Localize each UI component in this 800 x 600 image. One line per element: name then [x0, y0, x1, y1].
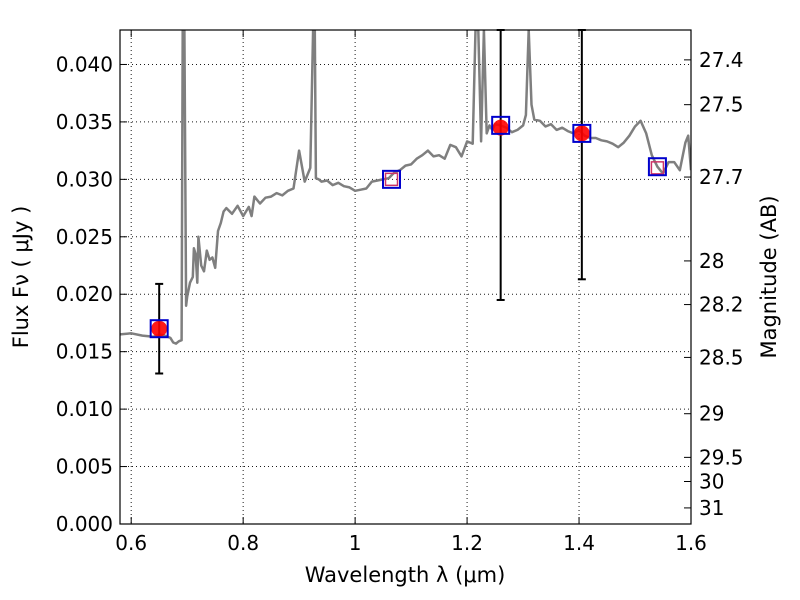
- y-tick-label-5: 0.025: [56, 225, 113, 249]
- x-tick-label-4: 1.4: [563, 531, 595, 555]
- mag-tick-label-0: 27.4: [699, 48, 744, 72]
- x-axis-title: Wavelength λ (μm): [305, 563, 506, 587]
- mag-tick-label-7: 29.5: [699, 445, 744, 469]
- y-tick-label-3: 0.015: [56, 340, 113, 364]
- mag-tick-label-5: 28.5: [699, 345, 744, 369]
- markers-group: [149, 29, 667, 375]
- mag-tick-label-2: 27.7: [699, 165, 744, 189]
- observed-point-1: [492, 119, 509, 136]
- mag-tick-label-6: 29: [699, 402, 724, 426]
- mag-tick-label-4: 28.2: [699, 293, 744, 317]
- observed-point-0: [151, 320, 168, 337]
- model-point-2: [491, 115, 511, 135]
- y-tick-label-4: 0.020: [56, 282, 113, 306]
- x-tick-label-2: 1: [349, 531, 362, 555]
- y-tick-label-0: 0.000: [56, 512, 113, 536]
- y-tick-label-8: 0.040: [56, 52, 113, 76]
- open-point-0: [384, 172, 399, 187]
- x-tick-label-3: 1.2: [451, 531, 483, 555]
- mag-tick-label-3: 28: [699, 249, 724, 273]
- y-axis-right-title: Magnitude (AB): [757, 195, 781, 358]
- y-tick-label-7: 0.035: [56, 110, 113, 134]
- open-point-1: [650, 161, 665, 175]
- x-tick-label-5: 1.6: [675, 531, 707, 555]
- y-tick-label-2: 0.010: [56, 397, 113, 421]
- model-point-1: [382, 169, 402, 189]
- mag-tick-label-9: 31: [699, 496, 724, 520]
- y-tick-label-1: 0.005: [56, 455, 113, 479]
- observed-point-2: [573, 125, 590, 142]
- y-axis-title: Flux Fν ( μJy ): [9, 206, 33, 349]
- mag-tick-label-8: 30: [699, 469, 724, 493]
- mag-tick-label-1: 27.5: [699, 93, 744, 117]
- y-tick-label-6: 0.030: [56, 167, 113, 191]
- ticks-group: [120, 30, 692, 525]
- plot-frame: [119, 29, 692, 525]
- x-tick-label-1: 0.8: [227, 531, 259, 555]
- x-tick-label-0: 0.6: [115, 531, 147, 555]
- model-point-0: [149, 319, 169, 339]
- plot-background: [120, 30, 691, 524]
- model-point-3: [572, 123, 592, 143]
- labels-group: 0.6 0.8 1 1.2 1.4 1.6 0.000 0.005 0.010 0.015 0.02…: [56, 48, 744, 555]
- model-point-4: [647, 157, 667, 177]
